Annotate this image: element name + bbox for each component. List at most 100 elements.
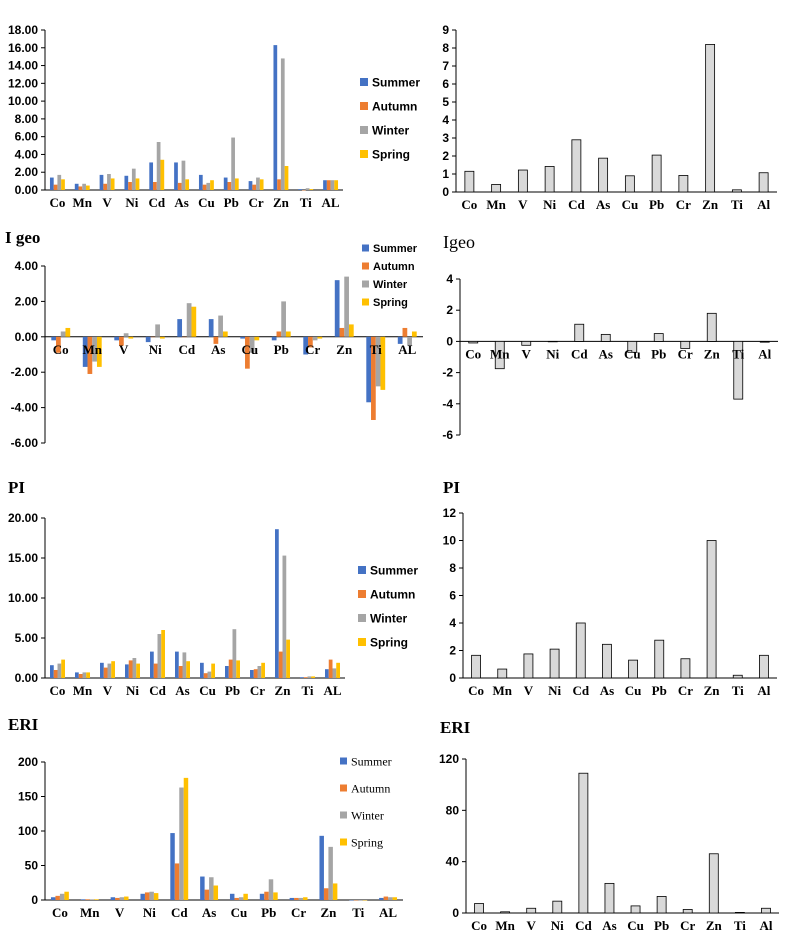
seasonal-top-legend-label: Summer <box>372 75 420 89</box>
seasonal-pi-bar-Cd-Spring <box>161 630 165 678</box>
seasonal-top-legend-swatch <box>360 150 368 158</box>
seasonal-pi-legend-swatch <box>358 614 366 622</box>
seasonal-igeo-category-label: Pb <box>274 342 289 357</box>
seasonal-eri-bar-As-Winter <box>209 877 214 900</box>
seasonal-pi-bar-V-Autumn <box>103 667 108 678</box>
seasonal-eri-bar-AL-Spring <box>392 897 398 900</box>
seasonal-eri-legend-swatch <box>340 757 347 765</box>
mean-pi-category-label: Ti <box>732 683 744 698</box>
seasonal-pi-category-label: Pb <box>225 683 240 698</box>
mean-igeo-category-label: Cu <box>624 346 641 361</box>
seasonal-igeo-bar-V-Spring <box>128 336 134 339</box>
seasonal-eri-category-label: Zn <box>320 905 337 920</box>
mean-igeo-y-tick-label: 2 <box>446 303 453 317</box>
seasonal-eri-bar-Mn-Spring <box>94 899 99 900</box>
seasonal-igeo-y-tick-label: 2.00 <box>15 294 39 308</box>
mean-pi-bar-Cu <box>628 659 638 679</box>
seasonal-top-category-label: AL <box>322 195 340 210</box>
seasonal-igeo-bar-Cr-Winter <box>312 336 318 341</box>
seasonal-pi-bar-Cd-Summer <box>150 651 154 678</box>
panel-title-seasonal-igeo: I geo <box>5 228 41 247</box>
seasonal-igeo-bar-Ti-Autumn <box>371 336 376 420</box>
seasonal-top-legend-label: Winter <box>372 123 410 137</box>
mean-top-y-tick-label: 1 <box>442 167 449 181</box>
seasonal-top-y-tick-label: 18.00 <box>8 23 38 37</box>
mean-eri-y-tick-label: 40 <box>446 855 460 869</box>
seasonal-pi-category-label: V <box>103 683 113 698</box>
mean-top-bar-Ni <box>544 166 555 193</box>
seasonal-pi-legend-label: Winter <box>370 611 408 625</box>
seasonal-eri-legend-swatch <box>340 784 347 792</box>
seasonal-eri-y-tick-label: 150 <box>18 790 38 804</box>
seasonal-pi-y-tick-label: 10.00 <box>8 591 38 605</box>
mean-eri-category-label: Cu <box>627 918 644 933</box>
seasonal-igeo-bar-As-Spring <box>222 331 228 337</box>
seasonal-top-bar-AL-Summer <box>323 180 327 190</box>
mean-top-bar-Cd <box>571 139 582 193</box>
seasonal-pi-bar-Cd-Autumn <box>153 663 158 678</box>
seasonal-top-bar-Cu-Autumn <box>202 184 207 190</box>
seasonal-eri-bar-AL-Winter <box>388 897 393 900</box>
panel-title-seasonal-pi: PI <box>8 478 25 497</box>
seasonal-eri-legend-label: Autumn <box>351 781 390 795</box>
seasonal-eri-bar-Zn-Winter <box>328 846 333 900</box>
seasonal-igeo-bar-Mn-Autumn <box>87 336 93 374</box>
seasonal-pi-bar-AL-Summer <box>325 669 329 678</box>
seasonal-eri-bar-Pb-Winter <box>268 879 274 900</box>
seasonal-pi-bar-Ni-Summer <box>125 664 129 678</box>
mean-igeo-bar-Pb <box>653 333 664 342</box>
seasonal-igeo-bar-Co-Autumn <box>56 336 61 353</box>
seasonal-top-bar-As-Winter <box>181 160 186 190</box>
mean-pi-y-tick-label: 10 <box>443 534 457 548</box>
seasonal-igeo-bar-V-Winter <box>123 333 129 337</box>
seasonal-igeo-bar-Cu-Autumn <box>245 336 250 369</box>
seasonal-top-y-tick-label: 8.00 <box>15 112 39 126</box>
seasonal-eri-bar-Ni-Summer <box>140 893 145 900</box>
seasonal-pi-bar-Pb-Winter <box>232 629 237 678</box>
seasonal-pi-category-label: AL <box>323 683 341 698</box>
mean-igeo-category-label: Co <box>465 346 481 361</box>
mean-pi-category-label: Cd <box>572 683 589 698</box>
mean-igeo-bar-Zn <box>706 312 717 342</box>
seasonal-top-bar-Pb-Summer <box>223 177 228 190</box>
seasonal-top-category-label: Cd <box>148 195 165 210</box>
seasonal-eri-bar-Ni-Winter <box>149 891 154 900</box>
seasonal-top-legend-swatch <box>360 102 368 110</box>
seasonal-top-bar-AL-Autumn <box>326 180 331 190</box>
mean-pi-y-tick-label: 2 <box>449 644 456 658</box>
mean-pi-bar-As <box>602 643 612 679</box>
seasonal-eri-y-tick-label: 100 <box>18 824 38 838</box>
seasonal-igeo-bar-Zn-Winter <box>344 276 349 337</box>
seasonal-igeo-category-label: AL <box>398 342 416 357</box>
seasonal-eri-bar-As-Spring <box>213 885 219 900</box>
mean-eri-category-label: Cd <box>575 918 592 933</box>
seasonal-eri-category-label: As <box>202 905 216 920</box>
seasonal-pi-category-label: Zn <box>275 683 292 698</box>
seasonal-igeo-bar-AL-Winter <box>407 336 412 346</box>
mean-eri-bar-Ni <box>552 900 563 914</box>
seasonal-igeo-bar-Zn-Summer <box>334 280 340 337</box>
seasonal-top-category-label: Ti <box>300 195 312 210</box>
mean-top-category-label: Co <box>461 197 477 212</box>
seasonal-eri-bar-Cd-Spring <box>183 777 189 900</box>
mean-igeo-bar-Ti <box>733 340 744 400</box>
mean-eri-bar-V <box>526 907 537 914</box>
seasonal-igeo-bar-Mn-Spring <box>96 336 102 367</box>
seasonal-eri-bar-Cd-Winter <box>179 787 184 900</box>
seasonal-pi-legend-label: Summer <box>370 563 418 577</box>
seasonal-top-category-label: As <box>174 195 188 210</box>
mean-top-category-label: Cu <box>622 197 639 212</box>
seasonal-igeo-bar-Cu-Summer <box>240 336 246 339</box>
mean-top-category-label: V <box>518 197 528 212</box>
mean-eri-category-label: Ti <box>734 918 746 933</box>
mean-pi-category-label: Co <box>468 683 484 698</box>
seasonal-eri-bar-AL-Summer <box>379 897 384 900</box>
mean-pi-bar-Co <box>471 654 481 679</box>
seasonal-top-bar-V-Spring <box>110 178 115 190</box>
seasonal-top-bar-Ni-Summer <box>124 175 129 190</box>
seasonal-igeo-bar-As-Autumn <box>213 336 219 344</box>
seasonal-eri-category-label: Cu <box>231 905 248 920</box>
mean-eri-category-label: V <box>527 918 537 933</box>
seasonal-top-bar-Ni-Spring <box>135 178 140 190</box>
seasonal-top-bar-Ti-Spring <box>309 189 314 190</box>
